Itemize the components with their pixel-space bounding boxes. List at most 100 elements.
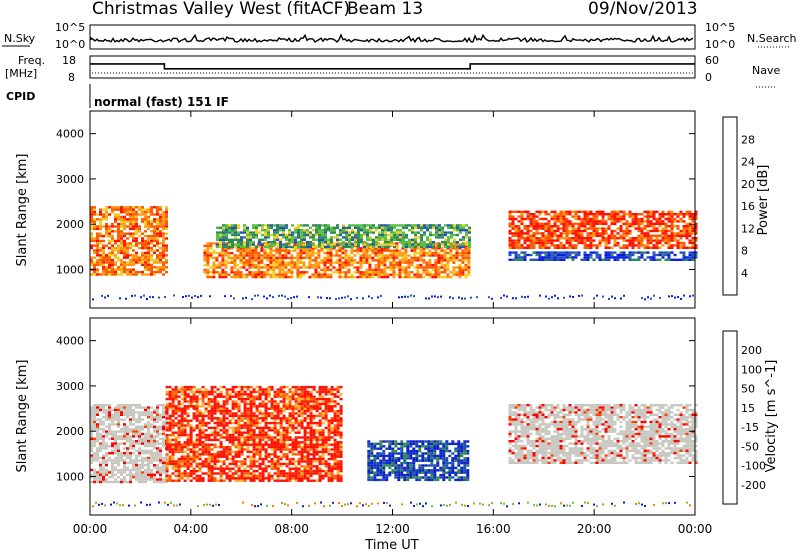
echo-cell bbox=[102, 435, 105, 438]
echo-cell bbox=[306, 243, 309, 246]
echo-cell bbox=[282, 226, 285, 229]
echo-cell bbox=[419, 247, 423, 250]
echo-cell bbox=[90, 447, 93, 450]
echo-cell bbox=[389, 254, 393, 257]
echo-cell bbox=[371, 273, 375, 276]
echo-cell bbox=[267, 426, 271, 430]
echo-cell bbox=[246, 469, 250, 473]
echo-cell bbox=[141, 208, 144, 211]
echo-cell bbox=[225, 450, 229, 454]
echo-cell bbox=[357, 241, 360, 244]
nsky-frame bbox=[89, 24, 696, 50]
echo-cell bbox=[317, 275, 321, 279]
echo-cell bbox=[234, 465, 238, 468]
echo-cell bbox=[276, 233, 279, 237]
echo-cell bbox=[390, 238, 393, 241]
echo-cell bbox=[377, 271, 381, 274]
echo-cell bbox=[649, 237, 653, 240]
echo-cell bbox=[682, 246, 686, 249]
echo-cell bbox=[270, 388, 274, 391]
echo-cell bbox=[144, 263, 147, 267]
echo-cell bbox=[129, 246, 132, 250]
echo-cell bbox=[117, 218, 120, 221]
echo-cell bbox=[216, 455, 220, 458]
echo-cell bbox=[520, 229, 524, 233]
echo-cell bbox=[282, 231, 285, 234]
echo-cell bbox=[670, 237, 674, 240]
echo-cell bbox=[589, 225, 593, 228]
echo-cell bbox=[508, 239, 512, 242]
echo-cell bbox=[102, 468, 105, 472]
echo-cell bbox=[556, 220, 560, 223]
echo-cell bbox=[228, 231, 231, 234]
echo-cell bbox=[123, 476, 126, 479]
echo-cell bbox=[303, 231, 306, 234]
echo-cell bbox=[360, 229, 363, 232]
echo-cell bbox=[132, 227, 135, 231]
near-range-echo bbox=[200, 294, 202, 297]
echo-cell bbox=[243, 467, 247, 470]
echo-cell bbox=[93, 459, 96, 462]
echo-cell bbox=[243, 229, 246, 232]
echo-cell bbox=[240, 465, 244, 468]
echo-cell bbox=[365, 247, 369, 250]
echo-cell bbox=[327, 245, 330, 249]
echo-cell bbox=[526, 237, 530, 240]
echo-cell bbox=[132, 428, 135, 431]
echo-cell bbox=[195, 455, 199, 458]
echo-cell bbox=[526, 234, 530, 237]
echo-cell bbox=[207, 421, 211, 425]
echo-cell bbox=[129, 420, 132, 424]
echo-cell bbox=[350, 259, 354, 262]
echo-cell bbox=[156, 225, 159, 228]
echo-cell bbox=[132, 440, 135, 443]
echo-cell bbox=[260, 259, 264, 262]
echo-cell bbox=[329, 261, 333, 264]
echo-cell bbox=[434, 266, 438, 269]
echo-cell bbox=[138, 432, 141, 436]
echo-cell bbox=[93, 442, 96, 445]
echo-cell bbox=[248, 263, 252, 267]
echo-cell bbox=[437, 273, 441, 276]
echo-cell bbox=[252, 455, 256, 458]
echo-cell bbox=[192, 443, 196, 446]
echo-cell bbox=[248, 251, 252, 255]
echo-cell bbox=[147, 218, 150, 221]
echo-cell bbox=[691, 229, 695, 233]
echo-cell bbox=[111, 444, 114, 448]
echo-cell bbox=[99, 408, 102, 412]
echo-cell bbox=[201, 443, 205, 446]
echo-cell bbox=[183, 400, 187, 403]
echo-cell bbox=[231, 426, 235, 430]
echo-cell bbox=[231, 407, 235, 410]
echo-cell bbox=[210, 474, 214, 478]
echo-cell bbox=[655, 244, 659, 247]
echo-cell bbox=[255, 424, 259, 427]
echo-cell bbox=[114, 432, 117, 436]
echo-cell bbox=[255, 448, 259, 451]
echo-cell bbox=[111, 480, 114, 484]
echo-cell bbox=[177, 414, 181, 418]
echo-cell bbox=[431, 275, 435, 279]
echo-cell bbox=[514, 234, 518, 237]
echo-cell bbox=[141, 449, 144, 452]
echo-cell bbox=[649, 229, 653, 233]
echo-cell bbox=[679, 232, 683, 235]
echo-cell bbox=[359, 261, 363, 264]
echo-cell bbox=[444, 233, 447, 237]
echo-cell bbox=[251, 259, 255, 262]
echo-cell bbox=[296, 268, 300, 272]
echo-cell bbox=[222, 419, 226, 422]
echo-cell bbox=[508, 237, 512, 240]
echo-cell bbox=[520, 215, 524, 218]
echo-cell bbox=[251, 251, 255, 255]
echo-cell bbox=[538, 258, 542, 261]
echo-cell bbox=[156, 464, 159, 467]
echo-cell bbox=[249, 395, 253, 398]
echo-cell bbox=[464, 247, 468, 250]
echo-cell bbox=[114, 215, 117, 219]
echo-cell bbox=[267, 231, 270, 234]
echo-cell bbox=[153, 232, 156, 235]
echo-cell bbox=[390, 236, 393, 239]
echo-cell bbox=[688, 258, 692, 261]
